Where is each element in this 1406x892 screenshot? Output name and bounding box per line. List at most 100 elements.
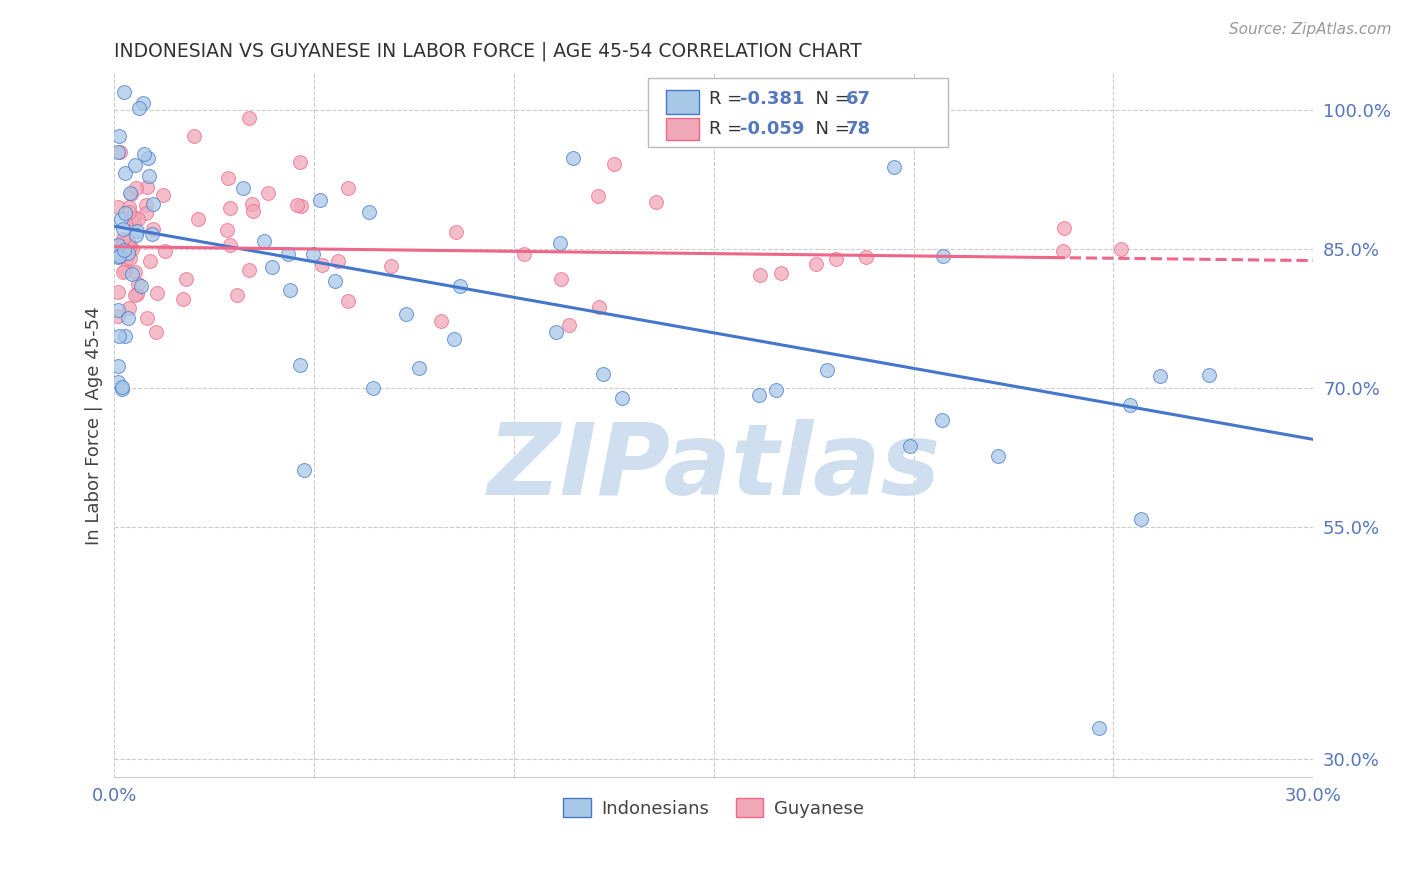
Text: Source: ZipAtlas.com: Source: ZipAtlas.com xyxy=(1229,22,1392,37)
Point xyxy=(238,262,260,277)
Point xyxy=(240,197,263,211)
Point xyxy=(219,238,242,252)
Point xyxy=(108,248,131,262)
Point xyxy=(125,224,148,238)
Point xyxy=(278,283,301,297)
Text: INDONESIAN VS GUYANESE IN LABOR FORCE | AGE 45-54 CORRELATION CHART: INDONESIAN VS GUYANESE IN LABOR FORCE | … xyxy=(114,42,862,62)
Text: R =: R = xyxy=(709,90,748,109)
Point xyxy=(288,155,311,169)
Point xyxy=(107,303,129,318)
Point xyxy=(132,95,155,110)
Point xyxy=(444,225,467,239)
Point xyxy=(107,359,129,373)
Point xyxy=(107,376,129,390)
Point xyxy=(336,181,359,195)
Point xyxy=(1149,369,1171,384)
Point xyxy=(186,211,208,226)
Point xyxy=(931,413,953,427)
Point xyxy=(242,204,264,219)
Point xyxy=(308,193,330,207)
Point xyxy=(146,286,169,301)
Point xyxy=(114,166,136,180)
Point xyxy=(117,310,139,325)
Point xyxy=(136,180,159,194)
Point xyxy=(153,244,176,259)
Point xyxy=(326,254,349,268)
Point xyxy=(586,188,609,202)
Point xyxy=(1053,220,1076,235)
Point xyxy=(108,329,131,343)
Point xyxy=(112,85,135,99)
Point xyxy=(111,239,134,253)
Point xyxy=(183,129,205,144)
Point xyxy=(110,382,132,396)
Point xyxy=(107,285,129,299)
Point xyxy=(1198,368,1220,383)
Point xyxy=(118,301,141,315)
Point xyxy=(449,279,471,293)
Point xyxy=(111,232,134,246)
Point xyxy=(238,111,260,125)
Point xyxy=(544,325,567,339)
Point xyxy=(108,129,131,144)
Point xyxy=(107,309,129,323)
Point xyxy=(129,279,152,293)
Point xyxy=(108,236,131,251)
Point xyxy=(257,186,280,200)
Point xyxy=(125,286,148,301)
Point xyxy=(748,387,770,401)
Point xyxy=(932,249,955,263)
Point xyxy=(118,200,141,214)
Text: -0.059: -0.059 xyxy=(740,120,804,138)
Text: N =: N = xyxy=(804,90,855,109)
Point xyxy=(107,200,129,214)
Point xyxy=(218,201,240,215)
Point xyxy=(225,288,247,302)
Point xyxy=(128,101,150,115)
Point xyxy=(127,211,149,226)
Point xyxy=(141,227,163,241)
Point xyxy=(136,151,159,165)
Point xyxy=(645,194,668,209)
Point xyxy=(361,381,384,395)
Point xyxy=(232,180,254,194)
Bar xyxy=(666,89,699,113)
Point xyxy=(120,186,142,200)
Point xyxy=(107,250,129,264)
Point xyxy=(285,198,308,212)
Text: 78: 78 xyxy=(846,120,870,138)
Point xyxy=(114,264,136,278)
Point xyxy=(1052,244,1074,258)
Point xyxy=(513,247,536,261)
Point xyxy=(558,318,581,332)
Point xyxy=(550,271,572,285)
Point xyxy=(749,268,772,282)
Point xyxy=(107,145,129,160)
Point xyxy=(125,181,148,195)
Point xyxy=(117,234,139,248)
Point xyxy=(176,272,198,286)
Point xyxy=(152,187,174,202)
Point xyxy=(550,236,572,251)
Point xyxy=(898,439,921,453)
Point xyxy=(136,310,159,325)
Point xyxy=(311,258,333,272)
Point xyxy=(277,247,299,261)
Point xyxy=(124,265,146,279)
Point xyxy=(125,228,148,243)
Text: R =: R = xyxy=(709,120,748,138)
Legend: Indonesians, Guyanese: Indonesians, Guyanese xyxy=(557,791,872,825)
Point xyxy=(110,211,132,226)
FancyBboxPatch shape xyxy=(648,78,948,147)
Point xyxy=(292,463,315,477)
Point xyxy=(124,216,146,230)
Point xyxy=(112,265,135,279)
Point xyxy=(118,204,141,219)
Point xyxy=(118,252,141,266)
Point xyxy=(132,147,155,161)
Point xyxy=(121,267,143,281)
Point xyxy=(217,171,239,186)
Point xyxy=(1119,398,1142,412)
Point xyxy=(262,260,284,274)
Point xyxy=(115,252,138,266)
